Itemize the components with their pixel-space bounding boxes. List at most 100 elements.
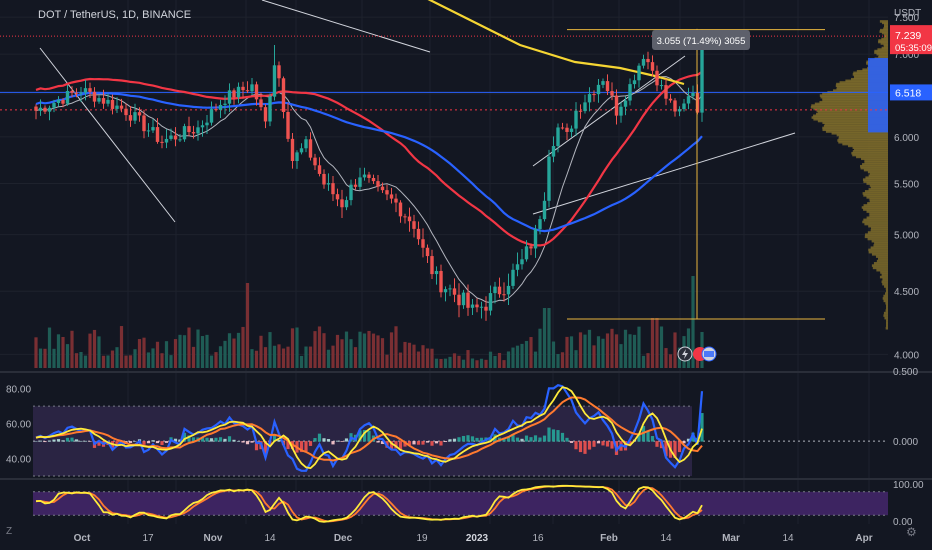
profile-bar [819, 100, 888, 104]
candle-body [484, 306, 488, 311]
volume-bar [254, 350, 259, 368]
volume-bar [331, 345, 335, 368]
volume-bar [308, 346, 313, 368]
candle-body [43, 107, 47, 112]
candle-body [614, 95, 619, 116]
candle-body [493, 286, 497, 294]
candle-body [286, 112, 290, 139]
candle-body [601, 81, 605, 85]
volume-bar [169, 355, 173, 368]
candle-body [623, 100, 628, 107]
profile-bar [886, 306, 888, 310]
ma-mid-line [35, 70, 703, 247]
profile-bar [875, 255, 888, 258]
profile-bar [866, 210, 888, 213]
profile-bar [862, 192, 888, 195]
candle-body [74, 92, 79, 94]
gear-icon[interactable]: ⚙ [906, 525, 917, 539]
rsi-histogram-bar [232, 439, 236, 442]
rsi-histogram-bar [250, 441, 254, 443]
candle-body [529, 246, 533, 249]
candle-body [349, 184, 353, 201]
rsi-histogram-bar [686, 438, 691, 442]
candle-body [619, 106, 623, 116]
candle-body [65, 90, 70, 104]
rsi-histogram-bar [344, 438, 349, 442]
volume-bar [236, 332, 241, 368]
profile-bar [880, 28, 888, 32]
volume-bar [497, 352, 502, 368]
profile-bar [838, 140, 888, 144]
profile-bar [817, 119, 888, 123]
countdown-badge-text: 05:35:09 [895, 43, 932, 54]
profile-bar [868, 188, 888, 191]
volume-bar [101, 355, 106, 368]
rsi-histogram-bar [443, 441, 448, 443]
profile-bar [881, 46, 888, 50]
candle-body [200, 125, 205, 128]
profile-bar [886, 321, 888, 325]
rsi-histogram-bar [529, 437, 533, 442]
candle-body [133, 112, 137, 121]
volume-bar [124, 355, 128, 368]
profile-bar [883, 311, 888, 315]
volume-bar [263, 347, 268, 368]
volume-bar [520, 343, 524, 368]
volume-bar [227, 333, 232, 368]
rsi-histogram-bar [578, 441, 583, 453]
candle-body [443, 289, 448, 293]
candle-body [142, 115, 146, 132]
time-tick-label: Feb [600, 533, 618, 544]
profile-bar [864, 159, 888, 162]
volume-bar [187, 327, 191, 368]
volume-bar [479, 358, 484, 368]
volume-bar [565, 336, 569, 368]
symbol-search-icon[interactable]: Z [6, 526, 13, 537]
volume-bar [371, 333, 376, 368]
profile-bar [813, 107, 888, 111]
profile-value-area [868, 57, 888, 133]
profile-bar [817, 111, 888, 114]
candle-body [232, 90, 236, 98]
rsi-histogram-bar [47, 440, 52, 442]
measure-tool [567, 28, 825, 320]
time-tick-label: 16 [532, 533, 544, 544]
volume-bar [272, 345, 277, 368]
rsi-histogram-bar [407, 441, 412, 446]
rsi-histogram-bar [380, 441, 385, 444]
volume-bar [151, 348, 155, 368]
profile-bar [863, 218, 888, 222]
profile-bar [868, 174, 888, 178]
rsi-histogram-bar [43, 441, 47, 443]
volume-bar [268, 332, 272, 368]
profile-bar [814, 102, 888, 106]
rsi-histogram-bar [241, 441, 245, 443]
rsi-histogram-bar [277, 440, 281, 442]
volume-bar [664, 348, 668, 368]
profile-bar [836, 86, 888, 89]
volume-bar [448, 356, 452, 368]
candle-body [227, 90, 232, 104]
candle-body [452, 288, 457, 295]
profile-bar [885, 301, 888, 305]
profile-bar [867, 231, 888, 234]
candle-body [664, 85, 668, 99]
volume-bar [385, 354, 389, 368]
profile-bar [837, 139, 888, 142]
rsi-histogram-bar [142, 441, 146, 445]
candle-body [650, 62, 655, 71]
volume-bar [182, 335, 187, 368]
candle-body [259, 99, 263, 108]
candle-body [187, 126, 191, 133]
time-tick-label: Mar [722, 533, 740, 544]
profile-bar [848, 144, 888, 148]
time-tick-label: 14 [264, 533, 276, 544]
candle-body [511, 269, 515, 286]
candle-body [290, 138, 295, 162]
measure-label-box [652, 30, 750, 50]
profile-bar [876, 268, 888, 272]
volume-bar [209, 355, 214, 368]
candle-body [304, 139, 308, 149]
rsi-histogram-bar [439, 441, 443, 446]
